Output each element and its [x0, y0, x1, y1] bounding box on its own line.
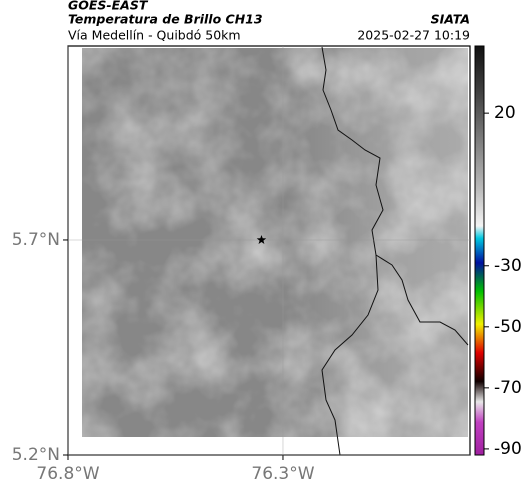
colorbar-tick-label: 20: [494, 103, 516, 123]
x-tick-label: 76.8°W: [36, 464, 99, 484]
region: Vía Medellín - Quibdó 50km: [68, 28, 241, 43]
source: SIATA: [431, 12, 470, 27]
title: GOES-EAST: [68, 0, 149, 13]
y-tick-label: 5.2°N: [12, 445, 60, 465]
datetime: 2025-02-27 10:19: [357, 28, 470, 43]
border-line: [321, 46, 469, 346]
colorbar: [474, 45, 485, 456]
cloud-brightening: [82, 48, 468, 437]
location-marker: [256, 235, 267, 244]
colorbar-tick-label: -70: [494, 378, 522, 398]
subtitle: Temperatura de Brillo CH13: [68, 12, 263, 27]
y-tick-label: 5.7°N: [12, 230, 60, 250]
colorbar-tick-label: -30: [494, 256, 522, 276]
colorbar-tick-label: -90: [494, 439, 522, 459]
border-line: [321, 254, 379, 456]
colorbar-tick-label: -50: [494, 317, 522, 337]
x-tick-label: 76.3°W: [251, 464, 314, 484]
